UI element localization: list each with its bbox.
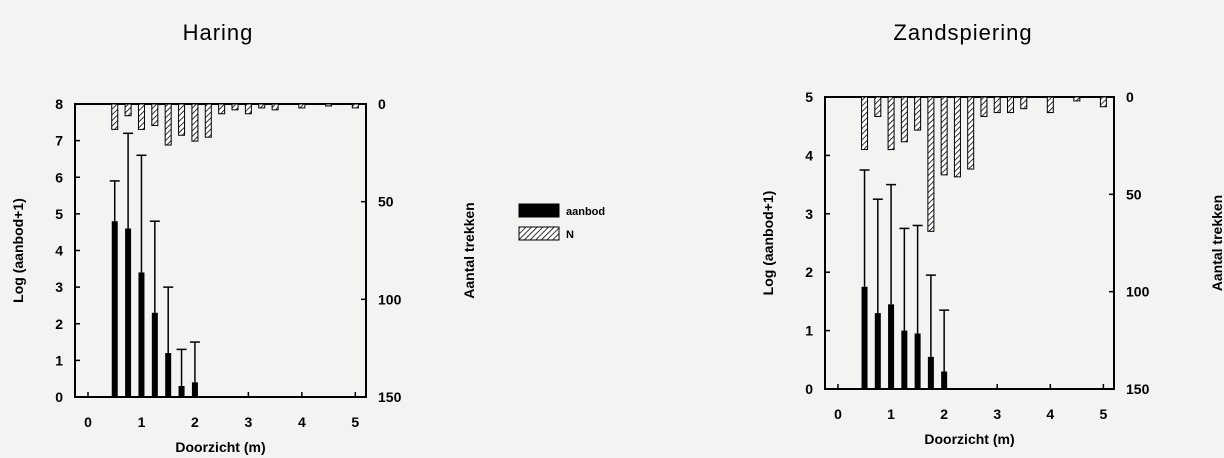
x-tick-label: 0 [834, 406, 842, 422]
bar-aanbod [178, 386, 185, 397]
bar-aanbod [914, 333, 921, 389]
y2-tick-label: 0 [1126, 89, 1134, 105]
bar-aanbod [191, 382, 198, 397]
bar-n [271, 103, 279, 111]
bar-n [953, 96, 961, 178]
bar-n [124, 103, 132, 117]
y2-axis-label: Aantal trekken [1209, 195, 1224, 291]
y-tick-label: 4 [805, 147, 813, 163]
y2-tick-label: 0 [378, 96, 386, 112]
bar-n [927, 96, 935, 232]
x-tick-label: 0 [84, 414, 92, 430]
y-tick-label: 5 [805, 89, 813, 105]
bar-n [218, 103, 226, 115]
bar-aanbod [901, 330, 908, 389]
bar-n [874, 96, 882, 117]
x-tick-label: 1 [887, 406, 895, 422]
bar-n [940, 96, 948, 176]
bar-n [231, 103, 239, 111]
bar-aanbod [138, 272, 145, 397]
bar-aanbod [151, 312, 158, 397]
bar-n [164, 103, 172, 146]
bar-n [914, 96, 922, 131]
x-tick-label: 4 [1046, 406, 1054, 422]
bar-n [1099, 96, 1107, 108]
bar-n [204, 103, 212, 138]
bar-aanbod [111, 221, 118, 397]
y-tick-label: 3 [805, 206, 813, 222]
bar-aanbod [888, 304, 895, 389]
bar-n [111, 103, 119, 130]
bar-n [244, 103, 252, 115]
bar-aanbod [927, 356, 934, 389]
y-tick-label: 4 [55, 243, 63, 259]
legend: aanbod N [518, 203, 605, 241]
bar-n [351, 103, 359, 109]
bar-aanbod [941, 371, 948, 389]
legend-label: aanbod [566, 206, 605, 218]
y-axis-label: Log (aanbod+1) [760, 191, 776, 296]
y-tick-label: 3 [55, 279, 63, 295]
bar-aanbod [874, 313, 881, 389]
x-tick-label: 5 [351, 414, 359, 430]
bar-n [993, 96, 1001, 114]
x-tick-label: 4 [298, 414, 306, 430]
y2-tick-label: 100 [378, 291, 402, 307]
x-tick-label: 3 [244, 414, 252, 430]
y-tick-label: 5 [55, 206, 63, 222]
bar-n [887, 96, 895, 151]
y2-axis-label: Aantal trekken [461, 202, 477, 298]
bar-n [325, 103, 333, 107]
y-tick-label: 0 [55, 389, 63, 405]
x-axis-label: Doorzicht (m) [175, 439, 265, 455]
chart-title: Haring [183, 20, 254, 45]
bar-aanbod [165, 353, 172, 397]
bar-n [178, 103, 186, 136]
y-tick-label: 1 [805, 323, 813, 339]
y-axis-label: Log (aanbod+1) [10, 198, 26, 303]
bar-n [1046, 96, 1054, 114]
legend-label: N [566, 229, 574, 241]
bar-aanbod [861, 286, 868, 389]
x-axis-label: Doorzicht (m) [924, 431, 1014, 447]
bar-n [1020, 96, 1028, 110]
bar-n [151, 103, 159, 126]
bar-n [1007, 96, 1014, 114]
x-tick-label: 2 [940, 406, 948, 422]
bar-n [980, 96, 988, 117]
x-tick-label: 3 [993, 406, 1001, 422]
bar-n [137, 103, 145, 130]
bar-n [900, 96, 908, 143]
bar-n [258, 103, 266, 109]
x-tick-label: 2 [191, 414, 199, 430]
x-tick-label: 5 [1099, 406, 1107, 422]
y-tick-label: 1 [55, 352, 63, 368]
y-tick-label: 2 [805, 264, 813, 280]
chart-title: Zandspiering [893, 20, 1032, 45]
y2-tick-label: 150 [1126, 381, 1150, 397]
y-tick-label: 6 [55, 169, 63, 185]
y2-tick-label: 50 [1126, 186, 1142, 202]
y2-tick-label: 100 [1126, 284, 1150, 300]
y-tick-label: 0 [805, 381, 813, 397]
bar-n [967, 96, 975, 170]
plot-frame [74, 103, 367, 398]
legend-swatch-aanbod [518, 203, 560, 218]
y-tick-label: 2 [55, 316, 63, 332]
legend-swatch-n [518, 226, 560, 241]
y2-tick-label: 50 [378, 194, 394, 210]
bar-n [298, 103, 306, 109]
x-tick-label: 1 [138, 414, 146, 430]
bar-n [861, 96, 869, 151]
bar-n [191, 103, 199, 142]
y2-tick-label: 150 [378, 389, 402, 405]
y-tick-label: 8 [55, 96, 63, 112]
chart-haring: Haring 0 1 2 3 4 5 6 7 8 0 50 100 150 0 1 2 3 4 5 Doorzicht … [10, 20, 477, 455]
y-tick-label: 7 [55, 133, 63, 149]
bar-n [1073, 96, 1081, 102]
bar-aanbod [125, 228, 132, 397]
